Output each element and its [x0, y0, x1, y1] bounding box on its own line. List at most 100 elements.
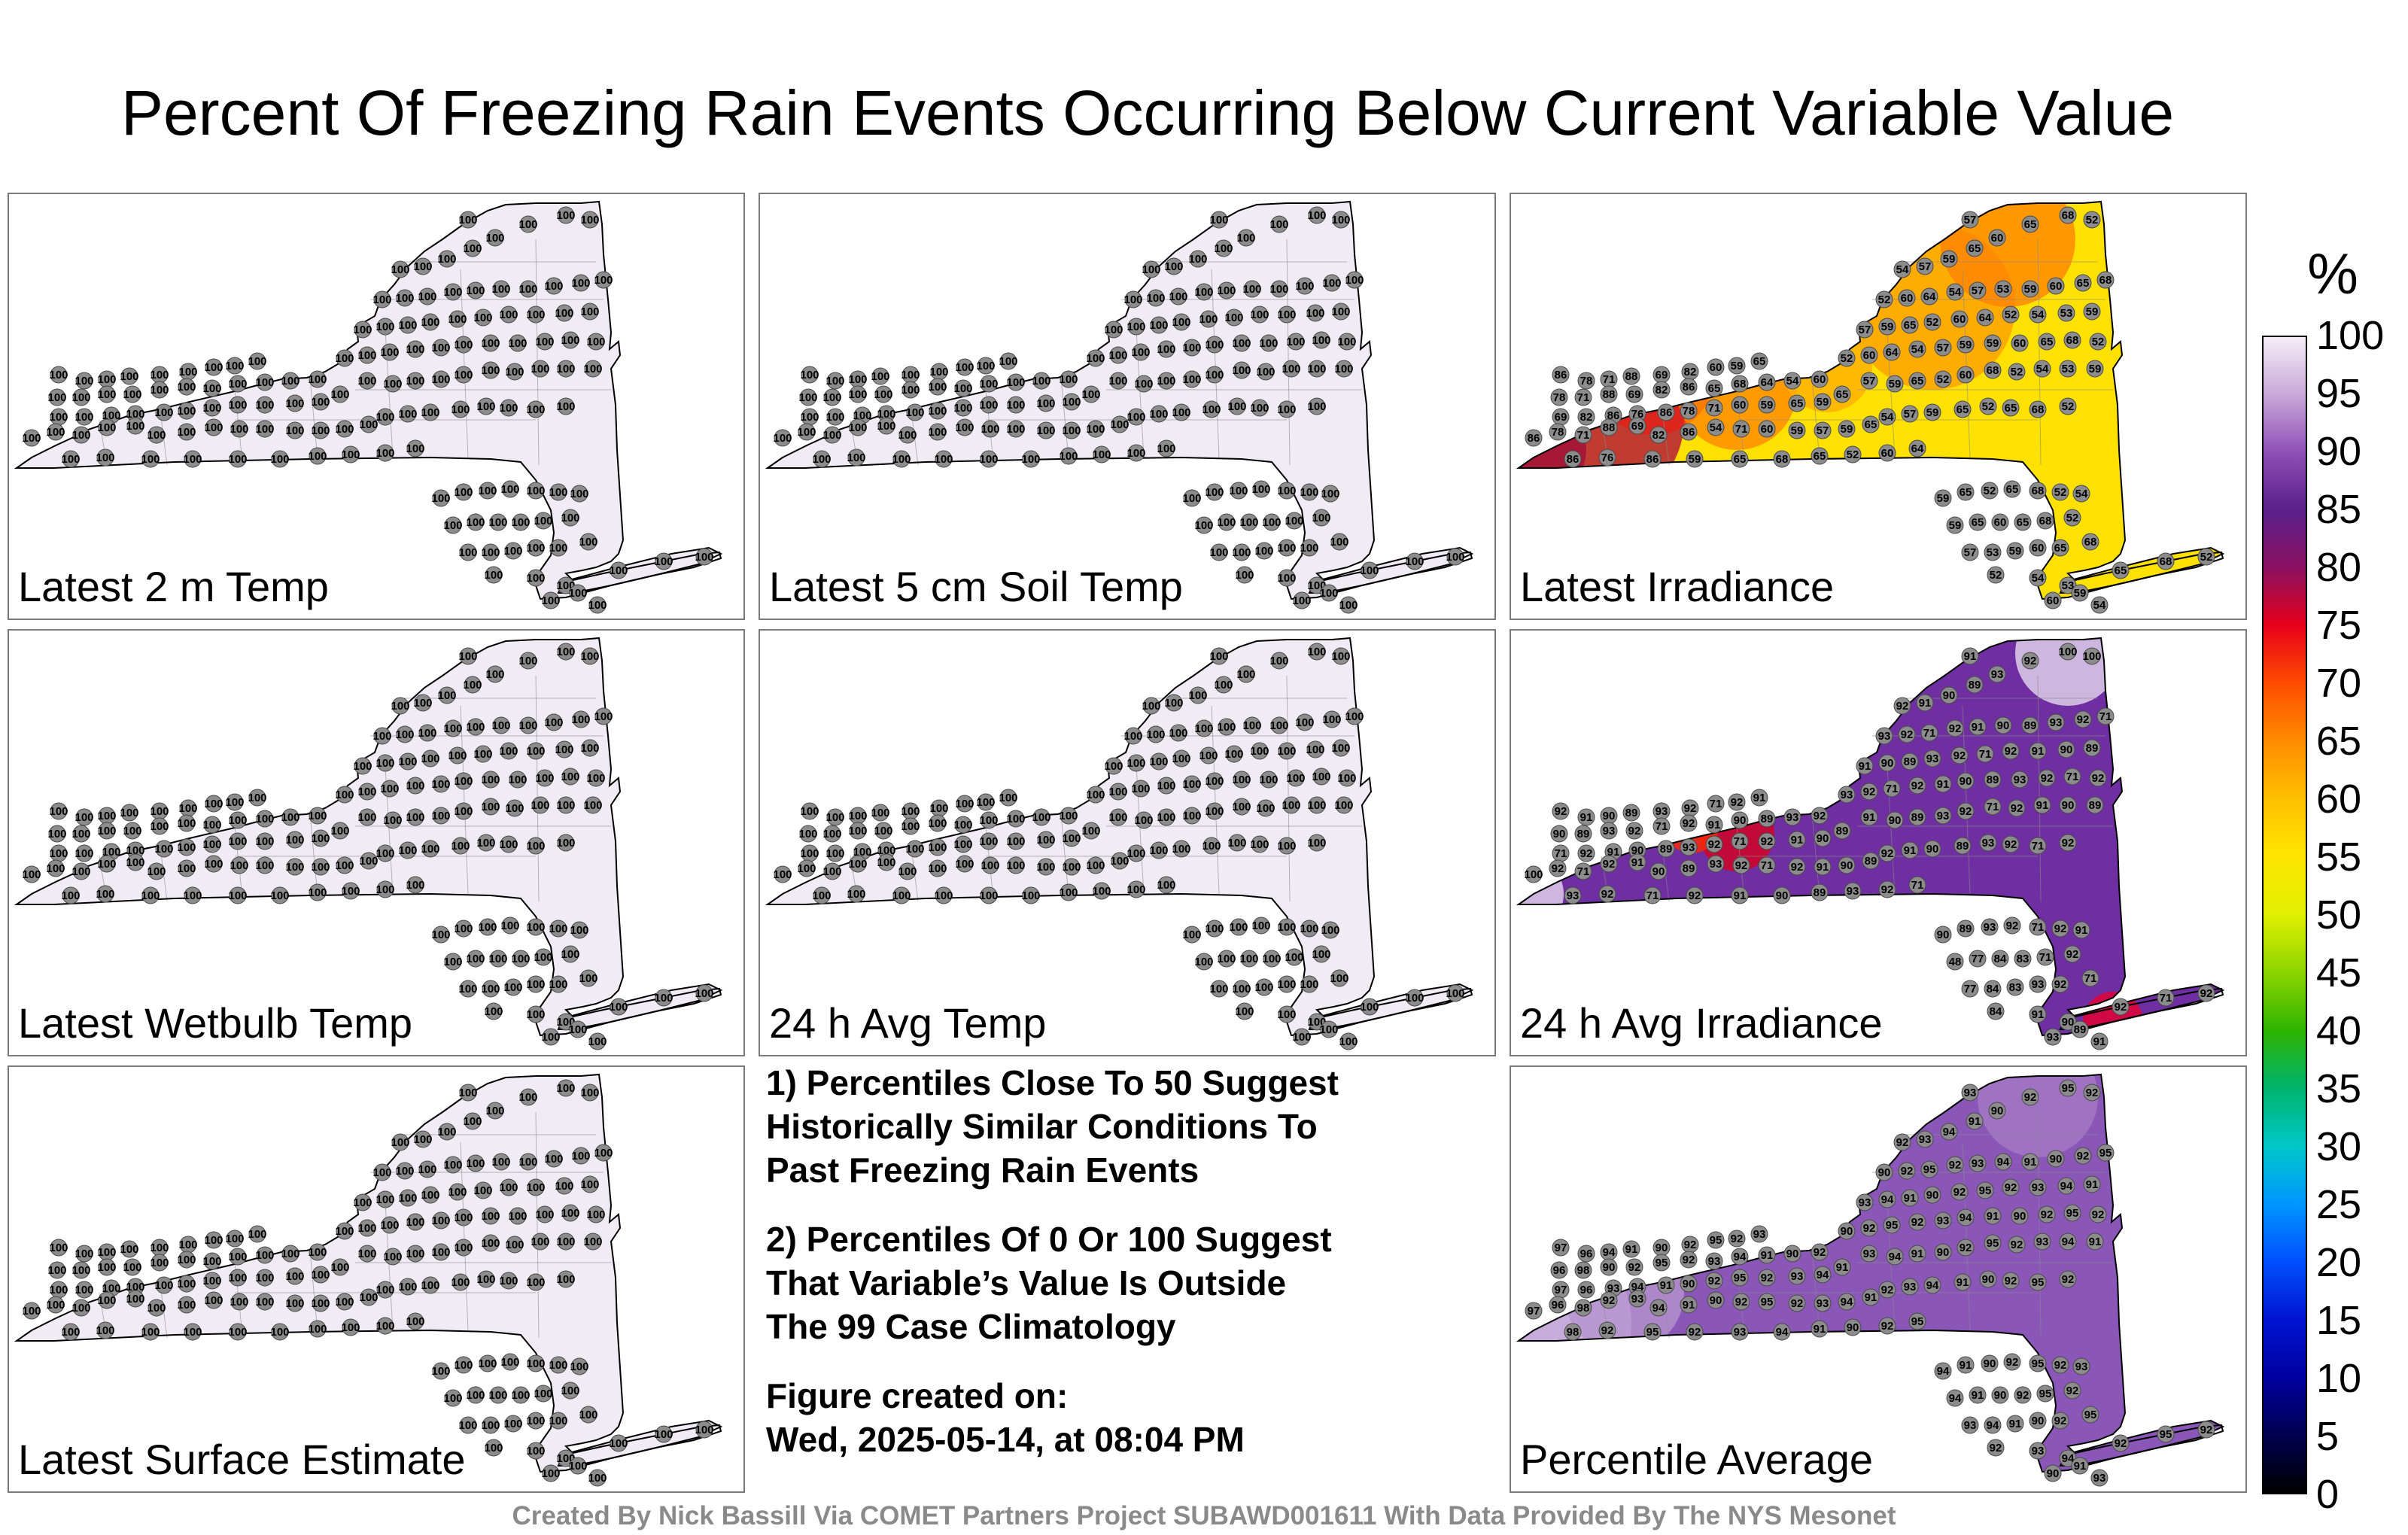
station-marker: 100 — [1146, 725, 1166, 743]
station-value: 90 — [1943, 689, 1956, 702]
station-marker: 100 — [255, 1293, 275, 1311]
station-value: 57 — [1937, 342, 1950, 354]
station-value: 89 — [1960, 923, 1972, 935]
station-marker: 65 — [1788, 394, 1806, 412]
station-marker: 60 — [1898, 289, 1916, 307]
station-marker: 96 — [1550, 1261, 1568, 1279]
station-marker: 100 — [1277, 305, 1297, 324]
station-value: 100 — [586, 1208, 605, 1221]
station-marker: 100 — [1321, 485, 1340, 503]
station-value: 100 — [609, 564, 628, 577]
station-value: 100 — [1319, 587, 1338, 600]
station-value: 100 — [391, 1136, 409, 1149]
station-value: 100 — [74, 1248, 93, 1260]
station-marker: 100 — [1126, 408, 1146, 426]
station-value: 100 — [822, 865, 841, 878]
station-marker: 100 — [177, 402, 196, 420]
station-marker: 100 — [1188, 686, 1208, 704]
station-marker: 100 — [1172, 749, 1191, 768]
station-marker: 100 — [555, 740, 574, 758]
station-value: 100 — [1059, 450, 1078, 463]
station-value: 100 — [406, 811, 424, 824]
station-value: 92 — [1949, 722, 1962, 735]
station-value: 92 — [1684, 802, 1697, 815]
station-value: 100 — [375, 411, 394, 424]
station-marker: 100 — [478, 918, 497, 936]
station-value: 100 — [1250, 309, 1269, 321]
station-value: 53 — [2062, 363, 2075, 375]
station-marker: 92 — [2063, 945, 2081, 963]
station-marker: 100 — [443, 953, 463, 971]
station-value: 100 — [1250, 402, 1269, 415]
station-marker: 100 — [1322, 710, 1342, 728]
station-value: 89 — [1865, 855, 1877, 868]
station-marker: 68 — [1984, 361, 2002, 379]
station-marker: 100 — [1254, 542, 1274, 560]
station-value: 65 — [1911, 375, 1924, 388]
station-value: 92 — [2011, 802, 2023, 815]
station-marker: 100 — [798, 825, 818, 843]
station-marker: 52 — [1838, 349, 1856, 367]
station-value: 71 — [1886, 783, 1899, 795]
station-value: 100 — [549, 923, 567, 935]
station-value: 100 — [454, 486, 473, 499]
station-value: 100 — [335, 789, 354, 801]
station-value: 100 — [518, 1156, 537, 1169]
station-marker: 60 — [1956, 366, 1975, 384]
station-value: 95 — [2160, 1428, 2172, 1441]
station-value: 59 — [1943, 253, 1956, 266]
station-marker: 100 — [485, 665, 505, 683]
station-value: 90 — [1878, 1166, 1891, 1179]
station-marker: 100 — [1232, 798, 1251, 816]
station-value: 91 — [1937, 778, 1950, 791]
station-marker: 95 — [2096, 1144, 2115, 1162]
station-value: 100 — [1307, 209, 1326, 222]
station-marker: 91 — [2029, 1005, 2047, 1023]
station-marker: 52 — [2059, 397, 2077, 415]
station-value: 100 — [466, 1389, 485, 1402]
station-marker: 100 — [1110, 852, 1130, 870]
station-marker: 52 — [1934, 370, 1952, 388]
station-marker: 91 — [2021, 1153, 2039, 1171]
station-marker: 100 — [406, 777, 425, 795]
station-marker: 100 — [380, 343, 400, 361]
station-value: 93 — [1786, 811, 1799, 824]
station-value: 93 — [1972, 1157, 1984, 1170]
station-marker: 100 — [499, 399, 518, 417]
station-marker: 100 — [797, 423, 816, 441]
station-marker: 100 — [526, 305, 546, 324]
station-marker: 100 — [330, 822, 350, 840]
station-marker: 54 — [1893, 260, 1911, 278]
station-marker: 100 — [1312, 768, 1331, 786]
station-value: 100 — [1254, 981, 1273, 994]
station-marker: 100 — [1232, 980, 1251, 998]
station-value: 100 — [398, 408, 417, 421]
station-marker: 86 — [1657, 403, 1675, 421]
station-marker: 100 — [556, 360, 576, 378]
station-value: 100 — [526, 978, 545, 991]
station-value: 92 — [2200, 987, 2213, 1000]
station-value: 92 — [1901, 1165, 1914, 1178]
station-value: 94 — [1652, 1302, 1665, 1315]
station-value: 71 — [2066, 771, 2079, 783]
station-value: 100 — [458, 1087, 477, 1099]
station-marker: 100 — [1104, 321, 1123, 339]
station-value: 100 — [204, 858, 223, 871]
station-marker: 100 — [96, 885, 115, 903]
station-marker: 100 — [413, 694, 433, 712]
station-marker: 100 — [255, 420, 275, 438]
station-value: 65 — [2041, 336, 2054, 348]
figure-title: Percent Of Freezing Rain Events Occurrin… — [120, 78, 2175, 148]
station-marker: 92 — [2014, 1386, 2032, 1404]
station-value: 100 — [141, 453, 160, 466]
station-marker: 100 — [1172, 313, 1191, 331]
station-marker: 100 — [383, 811, 403, 829]
station-value: 100 — [1285, 515, 1303, 527]
station-value: 100 — [285, 1270, 304, 1283]
station-marker: 100 — [97, 370, 117, 388]
station-marker: 100 — [150, 1254, 169, 1272]
station-marker: 100 — [1227, 397, 1247, 415]
station-value: 100 — [1277, 745, 1296, 758]
station-value: 77 — [1972, 953, 1984, 965]
station-marker: 100 — [1446, 984, 1465, 1002]
